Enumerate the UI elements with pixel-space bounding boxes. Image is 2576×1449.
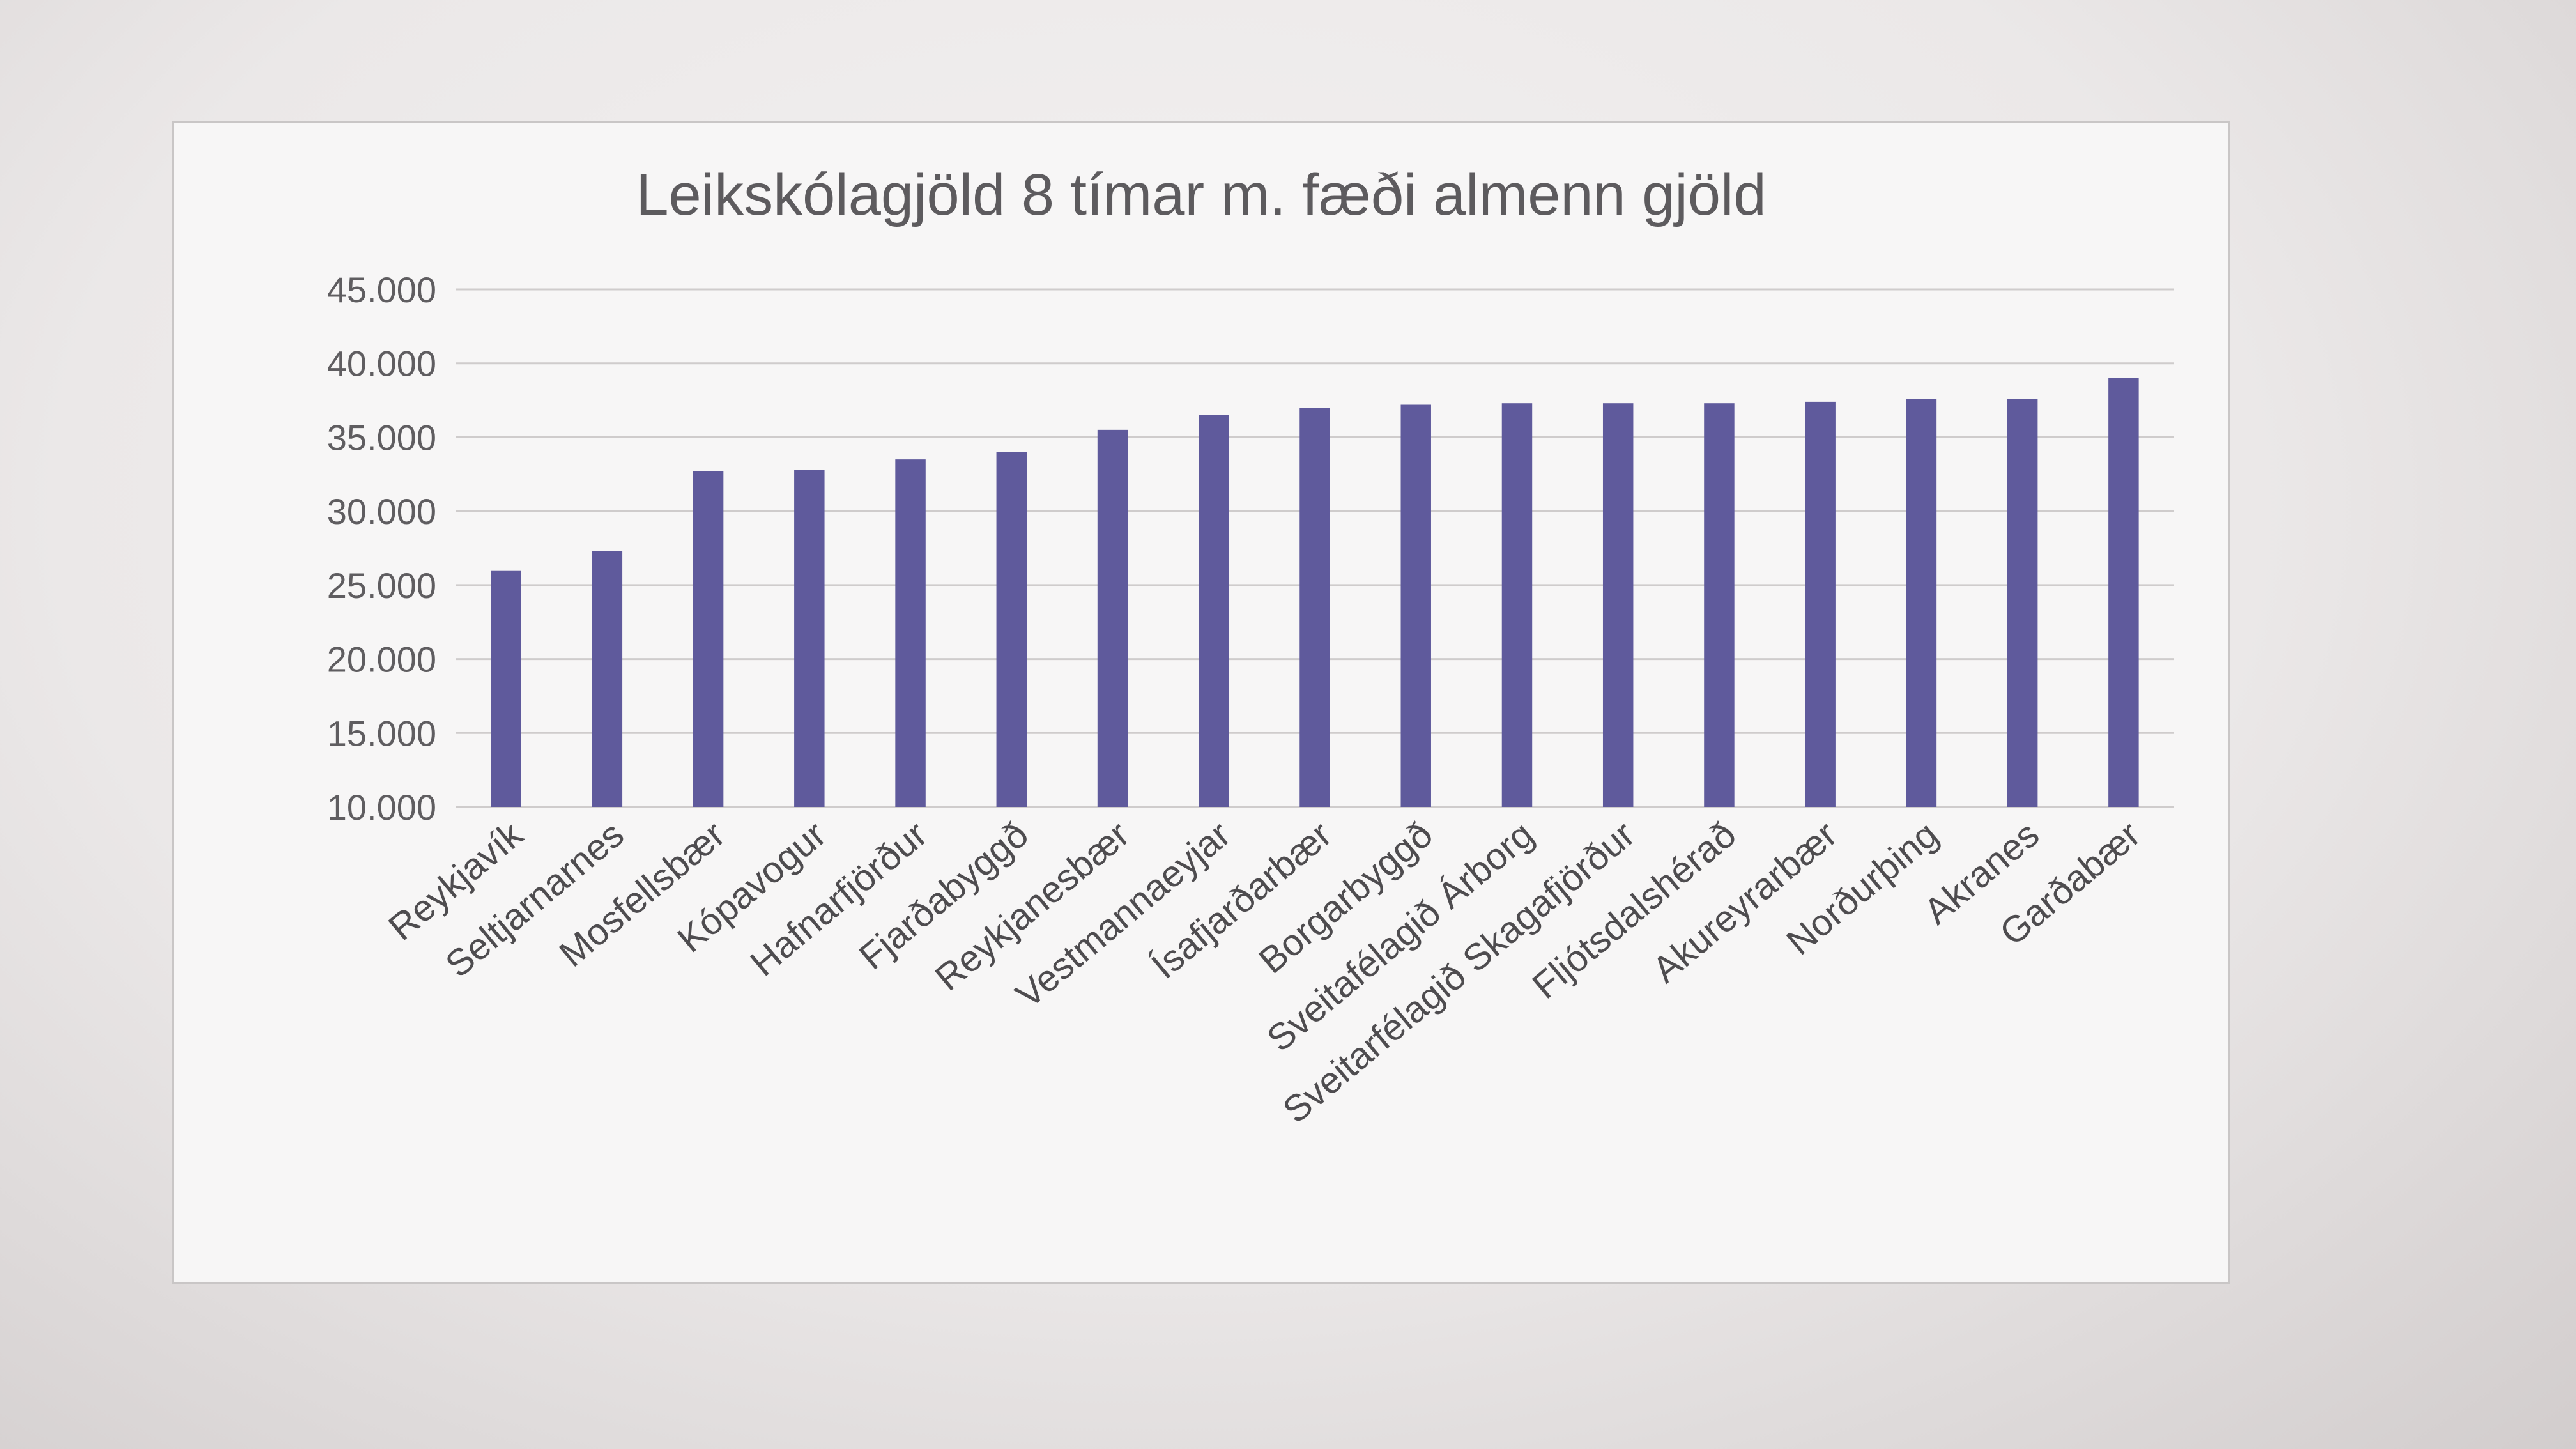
bar — [1704, 403, 1735, 807]
bar-chart: 10.000 15.000 20.000 25.000 30.000 35.000 40.0… — [327, 270, 2174, 1131]
y-tick-label: 30.000 — [327, 491, 436, 532]
y-axis-tick-labels: 10.000 15.000 20.000 25.000 30.000 35.000 40.0… — [327, 270, 436, 827]
y-tick-label: 20.000 — [327, 640, 436, 680]
y-tick-label: 25.000 — [327, 565, 436, 606]
bar — [794, 470, 825, 807]
x-axis-category-labels: ReykjavíkSeltjarnarnesMosfellsbærKópavog… — [381, 813, 2148, 1131]
bar — [996, 452, 1027, 807]
y-tick-label: 40.000 — [327, 344, 436, 384]
bars — [491, 378, 2139, 807]
chart-title: Leikskólagjöld 8 tímar m. fæði almenn gj… — [636, 162, 1767, 227]
bar — [895, 459, 926, 807]
bar — [693, 471, 724, 807]
y-tick-label: 45.000 — [327, 270, 436, 310]
bar — [1501, 403, 1533, 807]
x-category-label: Hafnarfjörður — [742, 813, 935, 984]
y-tick-label: 10.000 — [327, 787, 436, 827]
bar — [592, 551, 623, 807]
bar — [1199, 415, 1229, 807]
y-tick-label: 35.000 — [327, 417, 436, 457]
bar — [491, 570, 521, 807]
bar — [1805, 401, 1836, 807]
bar — [2108, 378, 2139, 807]
bar — [1300, 408, 1330, 807]
bar — [1906, 399, 1937, 807]
y-tick-label: 15.000 — [327, 713, 436, 753]
bar — [2007, 399, 2038, 807]
chart-frame: Leikskólagjöld 8 tímar m. fæði almenn gj… — [172, 121, 2230, 1284]
bar — [1400, 404, 1431, 807]
bar — [1602, 403, 1634, 807]
bar — [1097, 429, 1128, 807]
